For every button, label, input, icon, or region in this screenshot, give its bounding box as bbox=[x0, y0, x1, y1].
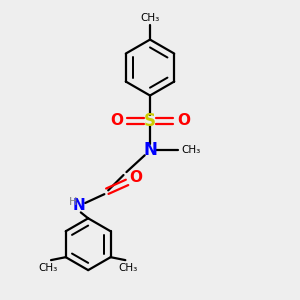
Text: N: N bbox=[143, 141, 157, 159]
Text: H: H bbox=[69, 197, 78, 207]
Text: CH₃: CH₃ bbox=[118, 263, 138, 273]
Text: O: O bbox=[177, 113, 190, 128]
Text: CH₃: CH₃ bbox=[38, 263, 58, 273]
Text: CH₃: CH₃ bbox=[140, 14, 160, 23]
Text: O: O bbox=[129, 170, 142, 185]
Text: O: O bbox=[110, 113, 123, 128]
Text: N: N bbox=[73, 198, 86, 213]
Text: CH₃: CH₃ bbox=[181, 145, 200, 155]
Text: S: S bbox=[144, 112, 156, 130]
